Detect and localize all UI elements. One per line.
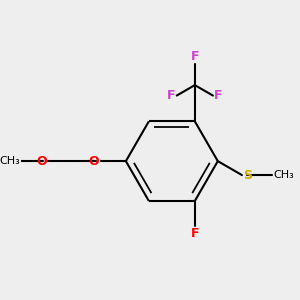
Text: F: F [167,89,175,102]
Text: CH₃: CH₃ [0,156,20,166]
Text: O: O [36,154,47,168]
Text: O: O [89,154,99,168]
Text: CH₃: CH₃ [273,170,294,180]
Text: F: F [190,227,199,240]
Text: F: F [190,50,199,63]
Text: F: F [214,89,223,102]
Text: S: S [243,169,252,182]
